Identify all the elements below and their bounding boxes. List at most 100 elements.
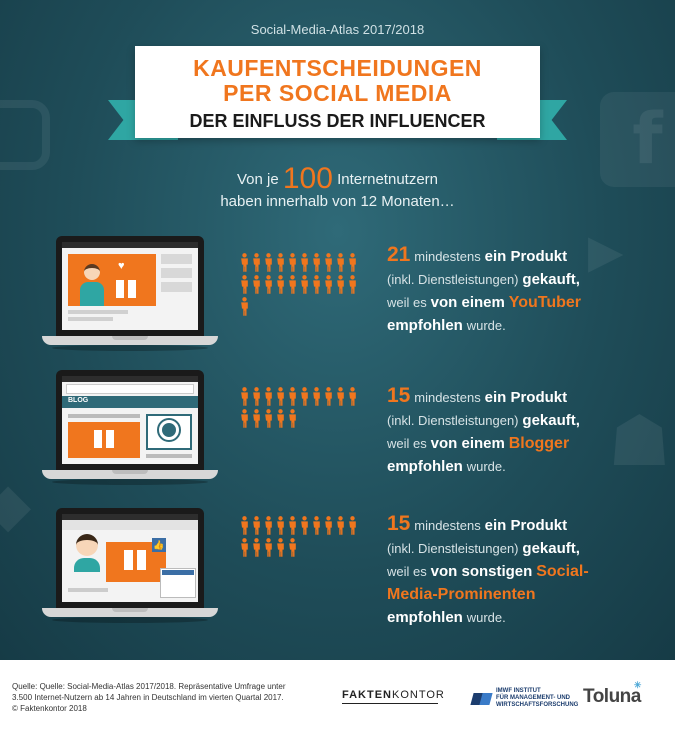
person-icon	[289, 516, 296, 535]
person-icon	[253, 409, 260, 428]
facebook-bg-icon: f	[600, 92, 675, 187]
person-icon	[277, 538, 284, 557]
person-icon	[277, 387, 284, 406]
person-icon	[277, 409, 284, 428]
celebrity-avatar	[76, 534, 98, 556]
heart-icon: ♥	[118, 260, 125, 272]
laptop-prominente: 👍	[42, 508, 218, 626]
stat-blogger: 15 mindestens ein Produkt (inkl. Dienstl…	[387, 384, 580, 475]
person-icon	[301, 516, 308, 535]
subtitle: DER EINFLUSS DER INFLUENCER	[189, 111, 486, 131]
stat-youtuber: 21 mindestens ein Produkt (inkl. Dienstl…	[387, 243, 582, 334]
stat-number: 21	[387, 243, 411, 266]
source-label-1: Social-	[536, 563, 589, 580]
stat-number: 15	[387, 384, 411, 407]
blogger-avatar	[157, 418, 181, 442]
person-icon	[349, 516, 356, 535]
like-icon: 👍	[152, 538, 166, 552]
person-icon	[277, 275, 284, 294]
person-icon	[253, 275, 260, 294]
person-icon	[265, 409, 272, 428]
faktenkontor-logo: FAKTENKONTOR	[342, 689, 445, 704]
people-pictogram-youtuber	[240, 253, 365, 316]
title-line-1: KAUFENTSCHEIDUNGEN	[193, 55, 482, 81]
people-pictogram-prominente	[240, 516, 365, 557]
laptop-screen: ♥	[56, 236, 204, 336]
intro-suffix: Internetnutzern	[337, 171, 439, 188]
person-icon	[325, 275, 332, 294]
person-icon	[301, 387, 308, 406]
person-icon	[349, 275, 356, 294]
person-icon	[301, 275, 308, 294]
person-icon	[241, 409, 248, 428]
footer-source: Quelle: Quelle: Social-Media-Atlas 2017/…	[12, 682, 286, 713]
blog-page-illustration: BLOG	[62, 376, 198, 464]
main-panel: f ▶ ◆ ☗ Social-Media-Atlas 2017/2018 KAU…	[0, 0, 675, 660]
social-page-illustration: 👍	[62, 514, 198, 602]
laptop-blogger: BLOG	[42, 370, 218, 488]
blog-label: BLOG	[68, 397, 89, 404]
person-icon	[325, 253, 332, 272]
person-icon	[265, 516, 272, 535]
twitter-bg-icon: ◆	[0, 470, 32, 540]
intro-text: Von je 100 Internetnutzern haben innerha…	[0, 164, 675, 213]
person-icon	[241, 275, 248, 294]
person-icon	[253, 516, 260, 535]
person-icon	[253, 253, 260, 272]
instagram-bg-icon	[0, 100, 50, 170]
toluna-mark-icon: ✳	[633, 680, 642, 690]
person-icon	[337, 387, 344, 406]
person-icon	[265, 538, 272, 557]
laptop-screen: 👍	[56, 508, 204, 608]
person-icon	[253, 538, 260, 557]
person-icon	[289, 253, 296, 272]
youtuber-avatar	[84, 264, 100, 280]
supertitle: Social-Media-Atlas 2017/2018	[250, 22, 425, 37]
person-icon	[241, 538, 248, 557]
person-icon	[349, 387, 356, 406]
source-label: Blogger	[508, 435, 570, 452]
snapchat-bg-icon: ☗	[608, 400, 671, 482]
person-icon	[277, 253, 284, 272]
imwf-mark-icon	[470, 691, 493, 707]
imwf-logo: IMWF INSTITUT FÜR MANAGEMENT- UND WIRTSC…	[470, 688, 578, 709]
youtube-page-illustration: ♥	[62, 242, 198, 330]
person-icon	[325, 387, 332, 406]
person-icon	[289, 409, 296, 428]
person-icon	[241, 387, 248, 406]
intro-prefix: Von je	[236, 171, 279, 188]
person-icon	[289, 387, 296, 406]
person-icon	[253, 387, 260, 406]
person-icon	[289, 538, 296, 557]
person-icon	[337, 275, 344, 294]
person-icon	[313, 516, 320, 535]
intro-line-2: haben innerhalb von 12 Monaten…	[220, 193, 455, 210]
person-icon	[265, 253, 272, 272]
person-icon	[277, 516, 284, 535]
laptop-youtuber: ♥	[42, 236, 218, 354]
person-icon	[301, 253, 308, 272]
title-line-2: PER SOCIAL MEDIA	[223, 80, 452, 106]
person-icon	[265, 387, 272, 406]
title-banner: KAUFENTSCHEIDUNGEN PER SOCIAL MEDIA DER …	[135, 46, 540, 138]
stat-number: 15	[387, 512, 411, 535]
person-icon	[313, 275, 320, 294]
person-icon	[337, 516, 344, 535]
person-icon	[241, 297, 248, 316]
person-icon	[337, 253, 344, 272]
laptop-screen: BLOG	[56, 370, 204, 470]
person-icon	[313, 253, 320, 272]
person-icon	[289, 275, 296, 294]
source-label: YouTuber	[508, 294, 582, 311]
person-icon	[313, 387, 320, 406]
source-label-2: Media-Prominenten	[387, 586, 536, 603]
person-icon	[241, 253, 248, 272]
person-icon	[349, 253, 356, 272]
person-icon	[265, 275, 272, 294]
person-icon	[241, 516, 248, 535]
toluna-logo: Toluna ✳	[583, 680, 641, 707]
person-icon	[325, 516, 332, 535]
stat-prominente: 15 mindestens ein Produkt (inkl. Dienstl…	[387, 512, 589, 626]
people-pictogram-blogger	[240, 387, 365, 428]
